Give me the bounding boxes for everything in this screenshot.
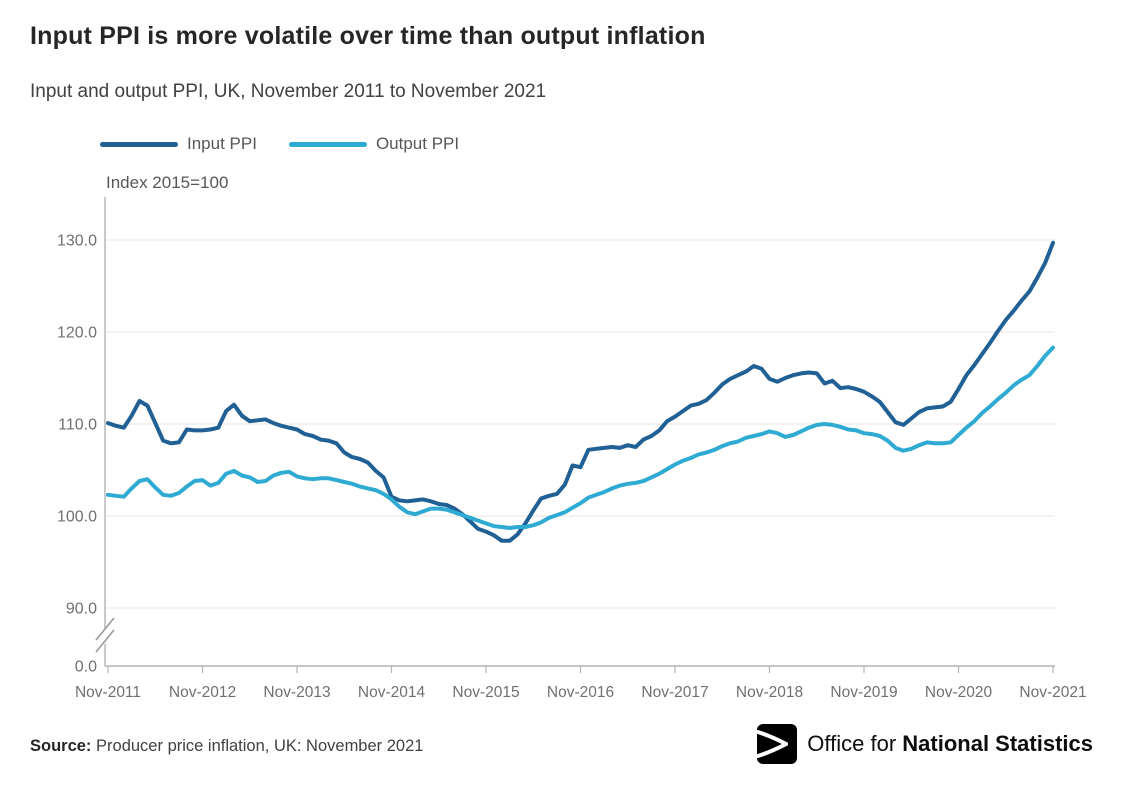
x-tick-label: Nov-2012 xyxy=(169,684,236,701)
x-tick-label: Nov-2013 xyxy=(263,684,330,701)
ons-logo-text-prefix: Office for xyxy=(807,731,897,756)
y-tick-label: 90.0 xyxy=(66,601,97,618)
ons-logo-text: Office for National Statistics xyxy=(807,731,1093,757)
axis-break-slash xyxy=(95,617,115,641)
source-text: Producer price inflation, UK: November 2… xyxy=(96,737,424,755)
x-tick-label: Nov-2014 xyxy=(358,684,426,701)
ons-logo-text-suffix: National Statistics xyxy=(902,731,1093,756)
legend: Input PPI Output PPI xyxy=(100,134,459,154)
legend-label-input-ppi: Input PPI xyxy=(187,134,257,153)
source-note: Source: Producer price inflation, UK: No… xyxy=(30,737,423,756)
x-tick-label: Nov-2021 xyxy=(1019,684,1086,701)
chart-subtitle: Input and output PPI, UK, November 2011 … xyxy=(30,81,547,102)
output-ppi-line xyxy=(106,345,1055,530)
x-tick-label: Nov-2018 xyxy=(736,684,803,701)
y-tick-label: 130.0 xyxy=(57,233,97,250)
y-tick-label: 110.0 xyxy=(58,417,97,434)
input-ppi-line xyxy=(106,240,1055,543)
y-tick-label: 0.0 xyxy=(75,659,97,676)
legend-label-output-ppi: Output PPI xyxy=(375,134,460,153)
x-tick-label: Nov-2015 xyxy=(452,684,519,701)
y-axis-unit-label: Index 2015=100 xyxy=(106,173,229,192)
ons-logo: Office for National Statistics xyxy=(757,724,1093,764)
y-tick-label: 100.0 xyxy=(57,509,97,526)
output-ppi-swatch xyxy=(288,141,367,147)
x-tick-label: Nov-2016 xyxy=(547,684,614,701)
chart-title: Input PPI is more volatile over time tha… xyxy=(30,22,706,50)
source-label: Source: xyxy=(30,737,92,755)
legend-item-output-ppi: Output PPI xyxy=(288,134,460,154)
input-ppi-swatch xyxy=(100,141,178,147)
x-tick-label: Nov-2011 xyxy=(75,684,141,701)
y-tick-label: 120.0 xyxy=(57,325,97,342)
axis-break-slash xyxy=(95,629,115,653)
legend-item-input-ppi: Input PPI xyxy=(100,134,257,154)
x-tick-label: Nov-2020 xyxy=(925,684,993,701)
x-tick-label: Nov-2017 xyxy=(641,684,708,701)
x-tick-label: Nov-2019 xyxy=(830,684,897,701)
ons-logo-icon xyxy=(757,724,798,764)
